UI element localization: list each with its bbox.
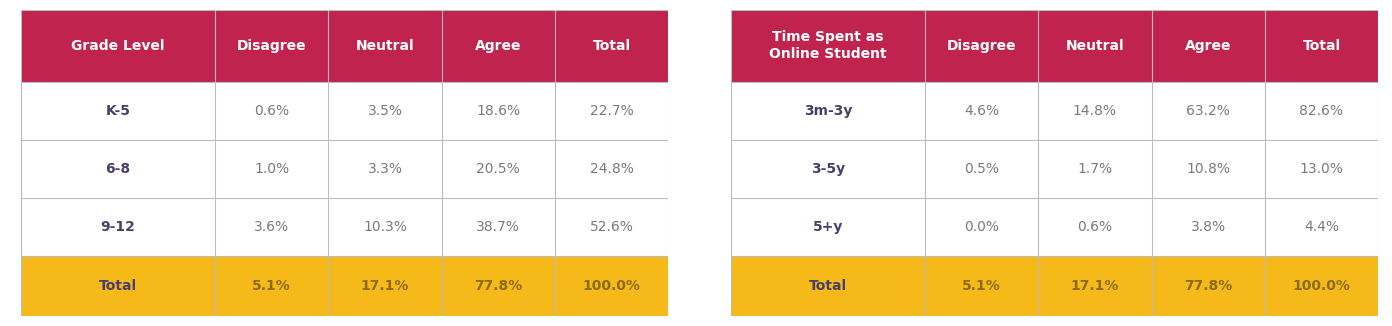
- Text: 10.3%: 10.3%: [363, 220, 406, 234]
- Text: Neutral: Neutral: [356, 39, 415, 53]
- Text: 4.6%: 4.6%: [965, 104, 999, 118]
- Text: 24.8%: 24.8%: [590, 162, 633, 176]
- Text: Time Spent as
Online Student: Time Spent as Online Student: [768, 30, 887, 61]
- Text: 18.6%: 18.6%: [476, 104, 521, 118]
- Text: 20.5%: 20.5%: [476, 162, 521, 176]
- Text: Total: Total: [593, 39, 631, 53]
- Text: 52.6%: 52.6%: [590, 220, 633, 234]
- Text: Total: Total: [1303, 39, 1340, 53]
- Text: 0.6%: 0.6%: [1077, 220, 1112, 234]
- Text: 77.8%: 77.8%: [475, 279, 522, 293]
- Text: Total: Total: [809, 279, 846, 293]
- Text: Agree: Agree: [475, 39, 522, 53]
- Text: 82.6%: 82.6%: [1300, 104, 1343, 118]
- Text: 5+y: 5+y: [813, 220, 844, 234]
- Text: 100.0%: 100.0%: [1293, 279, 1350, 293]
- Text: 5.1%: 5.1%: [962, 279, 1001, 293]
- Text: 4.4%: 4.4%: [1304, 220, 1339, 234]
- Text: 0.6%: 0.6%: [255, 104, 290, 118]
- Text: 3m-3y: 3m-3y: [803, 104, 852, 118]
- Text: 17.1%: 17.1%: [1070, 279, 1119, 293]
- Text: 17.1%: 17.1%: [361, 279, 409, 293]
- Text: 3.5%: 3.5%: [367, 104, 402, 118]
- Text: 100.0%: 100.0%: [583, 279, 640, 293]
- Text: 10.8%: 10.8%: [1186, 162, 1231, 176]
- Text: 38.7%: 38.7%: [476, 220, 521, 234]
- Text: 14.8%: 14.8%: [1073, 104, 1116, 118]
- Text: Neutral: Neutral: [1066, 39, 1125, 53]
- Text: 1.0%: 1.0%: [255, 162, 290, 176]
- Text: Agree: Agree: [1185, 39, 1232, 53]
- Text: Disagree: Disagree: [237, 39, 306, 53]
- Text: 0.0%: 0.0%: [965, 220, 999, 234]
- Text: 13.0%: 13.0%: [1300, 162, 1343, 176]
- Text: 22.7%: 22.7%: [590, 104, 633, 118]
- Text: 77.8%: 77.8%: [1185, 279, 1232, 293]
- Text: 3-5y: 3-5y: [810, 162, 845, 176]
- Text: 3.3%: 3.3%: [367, 162, 402, 176]
- Text: 3.8%: 3.8%: [1190, 220, 1226, 234]
- Text: 5.1%: 5.1%: [252, 279, 291, 293]
- Text: 3.6%: 3.6%: [255, 220, 290, 234]
- Text: 0.5%: 0.5%: [965, 162, 999, 176]
- Text: 9-12: 9-12: [100, 220, 135, 234]
- Text: 63.2%: 63.2%: [1186, 104, 1231, 118]
- Text: Disagree: Disagree: [947, 39, 1016, 53]
- Text: Grade Level: Grade Level: [71, 39, 164, 53]
- Text: K-5: K-5: [106, 104, 131, 118]
- Text: Total: Total: [99, 279, 136, 293]
- Text: 6-8: 6-8: [106, 162, 131, 176]
- Text: 1.7%: 1.7%: [1077, 162, 1112, 176]
